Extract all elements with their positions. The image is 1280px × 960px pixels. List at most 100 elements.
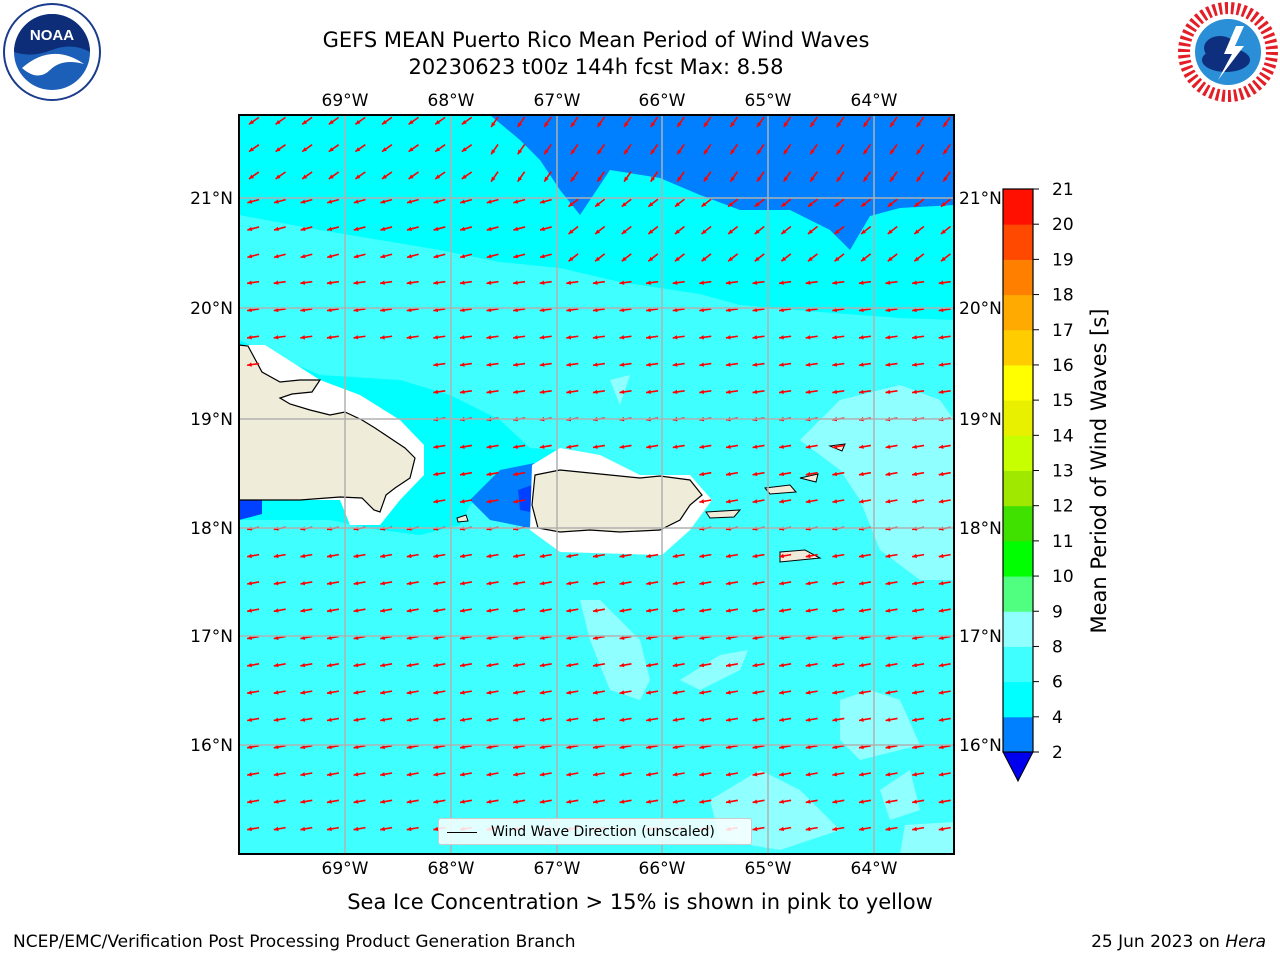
wind-wave-arrow-head bbox=[566, 307, 572, 313]
wind-wave-arrow-head bbox=[592, 608, 598, 613]
wind-wave-arrow-head bbox=[592, 662, 598, 668]
wind-wave-arrow-head bbox=[754, 229, 760, 234]
wave-period-field-2-4s-mona bbox=[470, 462, 540, 528]
wind-wave-arrow-head bbox=[248, 147, 254, 152]
wind-wave-arrow-head bbox=[699, 581, 705, 586]
wind-wave-arrow-head bbox=[624, 176, 629, 182]
wind-wave-arrow-head bbox=[326, 690, 332, 695]
wind-wave-arrow-head bbox=[539, 635, 545, 640]
wind-wave-arrow-head bbox=[701, 202, 707, 207]
wind-wave-arrow-head bbox=[435, 119, 441, 125]
wind-wave-arrow-head bbox=[300, 772, 306, 777]
wind-wave-arrow-head bbox=[433, 826, 439, 832]
wind-wave-arrow-head bbox=[940, 229, 946, 234]
wind-wave-arrow-head bbox=[858, 581, 864, 586]
wind-wave-arrow-head bbox=[433, 389, 439, 395]
wind-wave-arrow-head bbox=[832, 581, 838, 586]
wind-wave-arrow-head bbox=[940, 202, 946, 207]
wind-wave-arrow-head bbox=[380, 199, 386, 204]
wind-wave-arrow-head bbox=[672, 744, 678, 750]
wind-wave-arrow-head bbox=[832, 799, 838, 804]
wind-wave-arrow-head bbox=[570, 122, 576, 128]
wind-wave-arrow-head bbox=[861, 256, 867, 262]
wind-wave-arrow-head bbox=[513, 553, 518, 559]
wind-wave-arrow-head bbox=[916, 176, 922, 182]
wind-wave-arrow-head bbox=[380, 608, 385, 613]
wind-wave-arrow-head bbox=[353, 280, 359, 285]
wind-wave-arrow-head bbox=[380, 662, 385, 668]
wind-wave-arrow-head bbox=[916, 149, 922, 155]
wind-wave-arrow-head bbox=[938, 826, 944, 832]
lon-label-bottom: 69°W bbox=[322, 859, 369, 879]
wind-wave-arrow-head bbox=[752, 335, 758, 340]
wind-wave-arrow-head bbox=[699, 389, 705, 395]
wind-wave-arrow-head bbox=[832, 608, 838, 613]
wind-wave-arrow-head bbox=[406, 199, 412, 204]
wind-wave-arrow-head bbox=[380, 772, 385, 777]
wind-wave-arrow-head bbox=[836, 149, 842, 155]
wind-wave-arrow-head bbox=[832, 471, 838, 477]
wind-wave-arrow-head bbox=[725, 772, 731, 777]
wind-wave-arrow-head bbox=[619, 307, 625, 313]
wind-wave-arrow-head bbox=[752, 471, 758, 477]
wind-wave-arrow-head bbox=[433, 553, 439, 559]
wind-wave-arrow-head bbox=[247, 662, 252, 668]
wind-wave-arrow-head bbox=[730, 176, 735, 182]
wind-wave-arrow-head bbox=[752, 444, 758, 449]
wind-wave-arrow-head bbox=[725, 717, 731, 722]
wind-wave-arrow-head bbox=[912, 581, 917, 586]
wind-wave-arrow-head bbox=[754, 256, 760, 262]
map-plot-area[interactable] bbox=[239, 115, 954, 854]
wind-wave-arrow-head bbox=[646, 280, 651, 285]
wind-wave-arrow-head bbox=[300, 581, 306, 586]
wind-wave-arrow-head bbox=[858, 444, 864, 449]
wind-wave-arrow-head bbox=[646, 307, 651, 313]
wind-wave-arrow-head bbox=[353, 581, 359, 586]
lat-label-left: 21°N bbox=[190, 189, 233, 209]
wind-wave-arrow-head bbox=[247, 254, 253, 259]
wind-wave-arrow-head bbox=[539, 254, 545, 259]
colorbar-tick-label: 13 bbox=[1052, 462, 1074, 482]
wind-wave-arrow-head bbox=[435, 174, 441, 179]
wind-wave-arrow-head bbox=[326, 772, 332, 777]
wind-wave-arrow-head bbox=[938, 280, 944, 285]
wind-wave-arrow-head bbox=[699, 280, 705, 285]
wind-wave-arrow-head bbox=[592, 307, 598, 313]
wind-wave-arrow-head bbox=[513, 662, 518, 668]
wind-wave-arrow-head bbox=[938, 362, 944, 367]
wind-wave-arrow-head bbox=[779, 799, 784, 804]
wind-wave-arrow-head bbox=[406, 662, 412, 668]
wind-wave-arrow-head bbox=[699, 471, 705, 477]
wind-wave-arrow-head bbox=[646, 772, 651, 777]
lon-label-top: 66°W bbox=[639, 91, 686, 111]
wind-wave-arrow-head bbox=[353, 307, 359, 313]
wind-wave-arrow-head bbox=[247, 608, 252, 613]
wind-wave-arrow-head bbox=[912, 717, 917, 722]
wind-wave-arrow-head bbox=[353, 799, 359, 804]
wind-wave-arrow-head bbox=[834, 229, 840, 234]
wind-wave-arrow-head bbox=[273, 772, 279, 777]
wind-wave-arrows bbox=[246, 116, 951, 832]
colorbar-band bbox=[1003, 364, 1033, 401]
wind-wave-arrow-head bbox=[752, 362, 758, 367]
wind-wave-arrow-head bbox=[752, 581, 758, 586]
wind-wave-arrow-head bbox=[597, 122, 602, 128]
wind-wave-arrow-head bbox=[486, 662, 492, 668]
legend: Wind Wave Direction (unscaled) bbox=[438, 818, 752, 845]
wave-period-field-4-6s-corner bbox=[239, 115, 320, 160]
wind-wave-arrow-head bbox=[805, 335, 811, 340]
wind-wave-arrow-head bbox=[513, 199, 519, 204]
wind-wave-arrow-head bbox=[491, 122, 496, 128]
wind-wave-arrow-head bbox=[273, 635, 279, 640]
wind-wave-arrow-head bbox=[406, 799, 412, 804]
wind-wave-arrow-head bbox=[858, 307, 864, 313]
footer-credit: NCEP/EMC/Verification Post Processing Pr… bbox=[13, 932, 576, 952]
lon-label-bottom: 67°W bbox=[534, 859, 581, 879]
wind-wave-arrow-head bbox=[912, 389, 917, 395]
wind-wave-arrow-head bbox=[648, 202, 654, 207]
wind-wave-arrow-head bbox=[326, 581, 332, 586]
wind-wave-arrow-head bbox=[621, 202, 627, 207]
colorbar-tick-label: 16 bbox=[1052, 356, 1074, 376]
wind-wave-arrow-head bbox=[539, 772, 545, 777]
wind-wave-arrow-head bbox=[912, 826, 917, 832]
